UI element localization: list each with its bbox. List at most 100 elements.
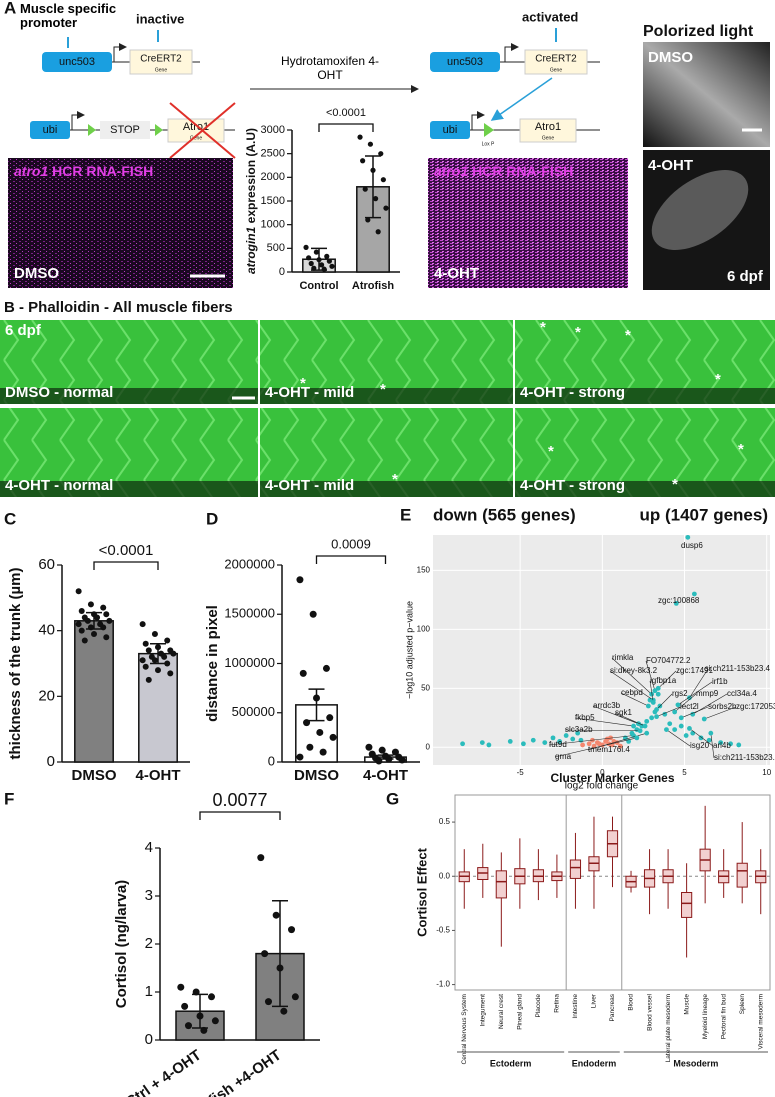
data-point	[306, 255, 312, 261]
promoter-text: unc503	[447, 56, 483, 68]
data-point	[362, 186, 368, 192]
probe: atro1	[434, 163, 468, 179]
gene-text: CreERT2	[140, 54, 182, 65]
error-bar-line	[311, 247, 327, 271]
phalloidin-images: DMSO - normal 4-OHT - mild* * 4-OHT - stron…	[0, 319, 775, 497]
data-point	[580, 742, 585, 748]
promoter-arrow	[504, 43, 519, 62]
gene-label: irf1b	[712, 677, 728, 686]
error-bar-line	[308, 688, 325, 722]
x-tick-label: Control	[299, 280, 338, 292]
panel-letter: F	[4, 789, 14, 808]
gene-tag: Gene	[155, 67, 167, 73]
data-point	[667, 721, 673, 727]
gene-label: si:dkey-8k3.2	[610, 666, 658, 675]
lox-label: Lox P	[482, 141, 495, 147]
data-point	[291, 993, 299, 1001]
activated-label: activated	[522, 9, 578, 24]
box	[736, 862, 748, 888]
error-bar-line	[192, 993, 208, 1029]
data-point	[181, 1002, 189, 1010]
data-point	[718, 740, 724, 745]
x-tick-label: Visceral mesoderm	[757, 994, 764, 1050]
gene-label: igfbp1a	[650, 676, 677, 685]
gene-label: tmem176l.4	[588, 745, 630, 754]
y-tick-label: -1.0	[436, 980, 450, 989]
y-tick-label: 2000	[261, 171, 285, 183]
data-point	[288, 926, 296, 934]
y-tick-label: 60	[38, 556, 55, 573]
group-label: Endoderm	[572, 1058, 617, 1068]
data-point	[521, 741, 526, 747]
data-point	[264, 998, 272, 1006]
data-point	[357, 134, 363, 140]
gene-point	[690, 711, 696, 717]
y-axis-label: atrogin1 expression (A.U)	[244, 128, 258, 274]
panel-title: B - Phalloidin - All muscle fibers	[4, 299, 233, 316]
data-point	[261, 950, 269, 958]
x-tick-label: Placode	[535, 994, 542, 1018]
fish-image	[428, 158, 628, 288]
gene-point	[649, 691, 655, 697]
data-point	[398, 756, 406, 764]
data-point	[706, 737, 712, 743]
gene-point	[655, 685, 661, 691]
data-point	[550, 735, 556, 741]
background	[0, 481, 258, 497]
gene-label: FO704772.2	[646, 656, 691, 665]
data-point	[322, 664, 330, 672]
condition-label: DMSO	[648, 49, 693, 66]
box	[569, 859, 582, 879]
lox-site	[155, 124, 163, 136]
data-point	[257, 854, 265, 862]
data-point	[139, 657, 146, 664]
method: HCR RNA-FISH	[472, 163, 573, 179]
x-axis-label: log2 fold change	[565, 781, 639, 792]
y-axis-label: distance in pixel	[204, 605, 221, 722]
error-bar	[308, 688, 325, 722]
promoter-label: Muscle specific promoter	[20, 2, 117, 30]
x-tick-label: Central Nervous System	[461, 994, 468, 1064]
data-point	[319, 748, 327, 756]
gene-point	[664, 727, 669, 733]
y-tick-label: 0.5	[439, 817, 451, 826]
data-point	[570, 736, 576, 742]
y-tick-label: 0	[268, 753, 275, 768]
promoter-arrow	[71, 111, 85, 130]
x-tick-label: Blood	[628, 994, 635, 1011]
data-point	[644, 718, 650, 724]
data-point	[486, 742, 492, 748]
promoter-text: unc503	[59, 56, 95, 68]
error-bar-line	[377, 754, 394, 760]
data-point	[329, 733, 337, 741]
data-point	[736, 742, 742, 748]
data-point	[303, 244, 309, 250]
x-tick-label: 10	[762, 768, 771, 777]
plot-background	[433, 535, 770, 765]
gene-point	[654, 707, 659, 712]
data-point	[507, 739, 513, 744]
data-point	[170, 650, 177, 657]
fish-label: atro1 HCR RNA-FISH	[14, 163, 153, 179]
data-point	[75, 588, 82, 595]
data-point	[655, 691, 661, 697]
gene-point	[634, 735, 640, 741]
x-tick-label: 0	[600, 768, 605, 777]
x-tick-label: Atrofish	[352, 280, 394, 292]
error-bar-line	[86, 611, 102, 630]
data-point	[296, 753, 304, 761]
data-point	[316, 728, 324, 736]
x-tick-label: Myeloid lineage	[702, 994, 709, 1040]
data-point	[103, 634, 110, 641]
inactive-label: inactive	[136, 11, 184, 26]
error-bar	[150, 643, 166, 665]
y-tick-label: 2500	[261, 148, 285, 160]
promoter-box	[42, 52, 112, 72]
gene-point	[654, 714, 659, 720]
label-leader	[649, 680, 654, 703]
asterisk: *	[625, 327, 631, 344]
data-point	[139, 621, 146, 628]
x-tick-label: DMSO	[294, 767, 339, 784]
gene-label: cebpd	[621, 688, 643, 697]
gene-tag: Gene	[190, 135, 202, 141]
